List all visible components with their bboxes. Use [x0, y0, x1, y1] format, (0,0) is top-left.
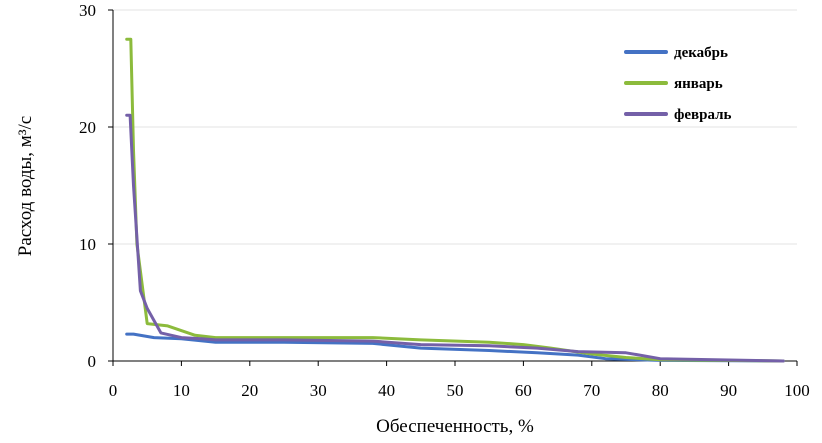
series-lines: [125, 37, 785, 363]
grid-lines: [113, 9, 797, 245]
x-tick-label: 100: [784, 381, 810, 400]
y-tick-label: 0: [88, 352, 97, 371]
y-tick-labels: 0 10 20 30: [79, 1, 113, 371]
x-tick-labels: 0 10 20 30 40 50 60 70 80 90 100: [109, 361, 810, 400]
legend: декабрь январь февраль: [624, 45, 732, 123]
y-axis-title: Расход воды, м³/с: [15, 116, 36, 257]
x-tick-label: 10: [173, 381, 190, 400]
y-tick-label: 30: [79, 1, 96, 20]
x-tick-label: 50: [447, 381, 464, 400]
x-tick-label: 80: [652, 381, 669, 400]
x-tick-label: 70: [583, 381, 600, 400]
x-tick-label: 60: [515, 381, 532, 400]
x-tick-label: 0: [109, 381, 118, 400]
legend-label: февраль: [674, 107, 732, 123]
x-tick-label: 30: [310, 381, 327, 400]
y-tick-label: 20: [79, 118, 96, 137]
series-line-1: [125, 332, 785, 363]
axes: [112, 10, 797, 362]
legend-label: декабрь: [674, 45, 728, 61]
x-tick-label: 40: [378, 381, 395, 400]
x-tick-label: 20: [241, 381, 258, 400]
x-tick-label: 90: [720, 381, 737, 400]
series-line-3: [125, 113, 785, 363]
x-axis-title: Обеспеченность, %: [376, 416, 534, 437]
y-tick-label: 10: [79, 235, 96, 254]
legend-label: январь: [674, 76, 723, 92]
